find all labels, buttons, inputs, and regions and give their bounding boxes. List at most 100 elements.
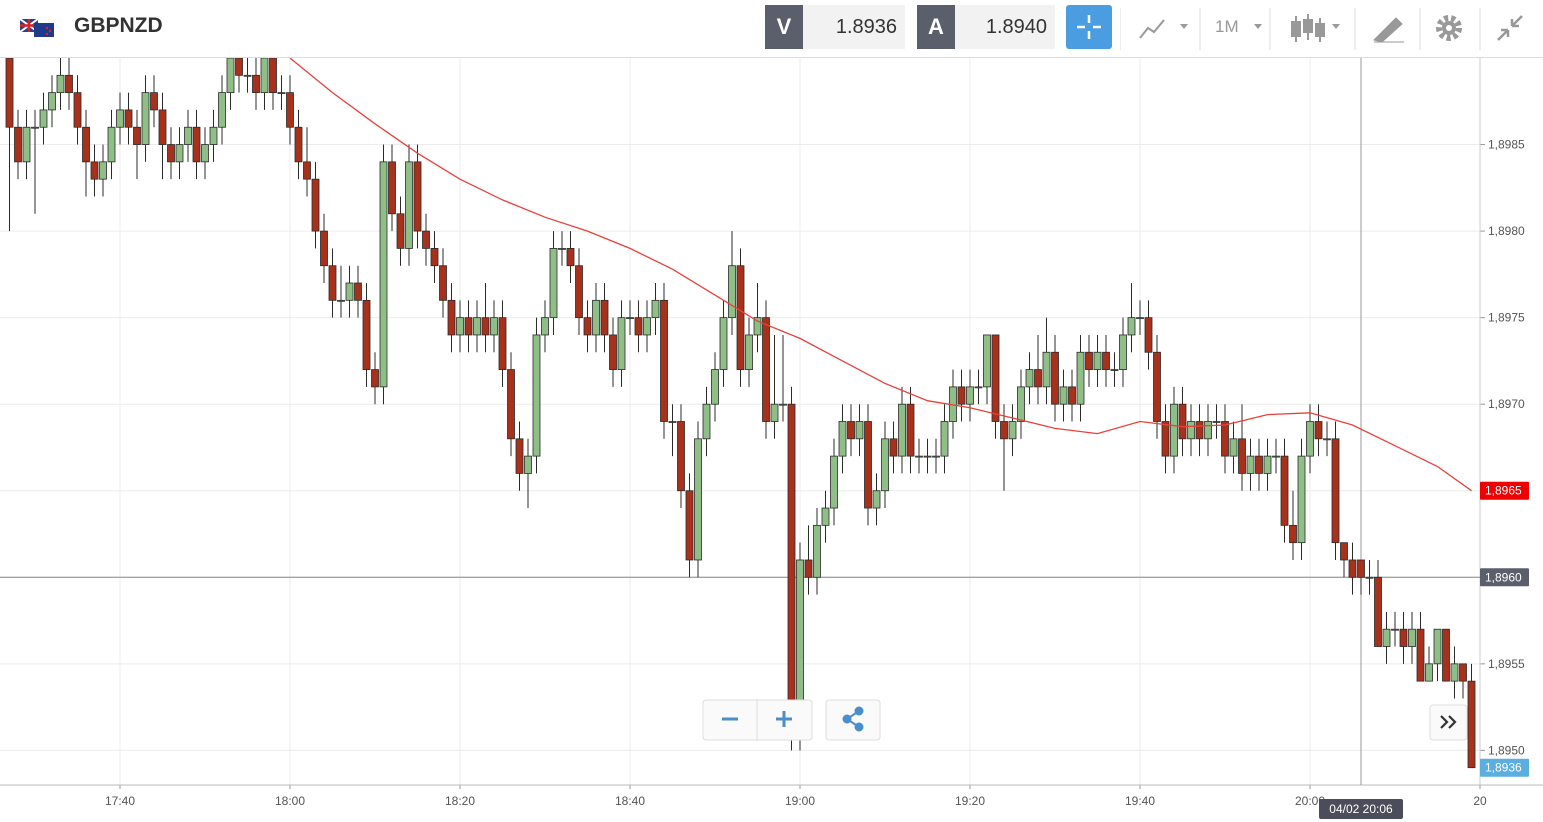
sell-price[interactable]: 1.8936 <box>803 5 905 49</box>
candle-body <box>906 403 915 457</box>
candle-body <box>507 369 515 440</box>
collapse-icon[interactable] <box>1497 15 1523 41</box>
candle-body <box>22 126 31 163</box>
candle-body <box>124 109 133 128</box>
candle-icon[interactable] <box>1291 14 1340 42</box>
candle-body <box>362 299 371 370</box>
candle-body <box>923 455 932 458</box>
candle-body <box>1391 628 1399 631</box>
x-tick-label: 18:00 <box>275 794 305 808</box>
candle-body <box>1382 628 1391 647</box>
candle-body <box>1085 351 1093 370</box>
candle-body <box>1110 369 1119 371</box>
candle-body <box>575 265 583 319</box>
buy-label[interactable]: A <box>917 5 955 49</box>
candle-body <box>1034 369 1042 388</box>
x-tick-label: 18:20 <box>445 794 475 808</box>
candle-body <box>294 126 303 163</box>
candle-body <box>872 490 881 509</box>
candle-body <box>201 144 209 163</box>
candle-body <box>813 524 821 578</box>
crosshair-button[interactable] <box>1066 5 1112 49</box>
candle-body <box>311 178 320 232</box>
scroll-end-button[interactable] <box>1429 704 1468 741</box>
candle-body <box>1442 628 1450 682</box>
y-tick-label: 1,8980 <box>1488 224 1525 238</box>
candle-body <box>728 265 736 319</box>
candle-body <box>498 317 507 370</box>
candle-body <box>1255 455 1263 474</box>
candle-body <box>175 144 184 163</box>
candle-body <box>1229 438 1238 457</box>
candle-body <box>1323 438 1331 441</box>
candle-body <box>235 58 243 76</box>
candle-body <box>736 265 745 370</box>
candle-body <box>932 455 940 458</box>
share-button[interactable] <box>842 706 864 732</box>
zoom-in[interactable] <box>776 711 792 727</box>
y-tick-label: 1,8975 <box>1488 311 1525 325</box>
x-tick-label: 19:20 <box>955 794 985 808</box>
candle-body <box>1136 317 1144 320</box>
candle-body <box>651 299 660 319</box>
candle-body <box>464 317 473 336</box>
candle-body <box>379 161 388 388</box>
candle-body <box>1195 421 1204 440</box>
candle-body <box>405 161 413 249</box>
y-tick-label: 1,8950 <box>1488 743 1525 757</box>
candle-body <box>532 334 541 457</box>
candle-body <box>558 248 566 250</box>
candle-body <box>1314 421 1323 440</box>
candle-body <box>269 58 277 94</box>
candle-body <box>668 421 677 423</box>
candle-body <box>626 317 634 320</box>
candle-body <box>481 317 490 336</box>
candle-body <box>1221 421 1229 457</box>
candle-body <box>328 265 337 301</box>
candle-body <box>677 421 685 492</box>
candle-body <box>966 386 974 405</box>
timeframe[interactable]: 1M <box>1215 17 1239 36</box>
candle-body <box>660 299 668 422</box>
candle-body <box>847 421 855 440</box>
draw-icon[interactable] <box>1373 17 1404 43</box>
candle-body <box>1076 351 1085 405</box>
candle-body <box>898 403 906 457</box>
candle-body <box>260 58 269 94</box>
crosshair-time-badge <box>1319 799 1403 819</box>
candle-body <box>549 248 558 319</box>
crosshair-badge-text: 1,8960 <box>1485 570 1522 584</box>
candle-body <box>286 92 294 128</box>
candle-body <box>447 299 456 336</box>
candle-body <box>821 507 830 526</box>
candle-body <box>82 126 90 163</box>
candles <box>5 58 1476 769</box>
price-badge-text: 1,8936 <box>1485 761 1522 775</box>
candle-body <box>218 92 226 128</box>
candle-body <box>1187 421 1195 440</box>
candle-body <box>702 403 711 440</box>
candle-body <box>5 58 14 128</box>
candle-body <box>1365 576 1374 579</box>
candle-body <box>1238 438 1246 474</box>
candle-body <box>1093 351 1102 370</box>
candle-body <box>1416 628 1425 682</box>
candle-body <box>1025 369 1034 388</box>
buy-price[interactable]: 1.8940 <box>955 5 1055 49</box>
timeframe-arrow[interactable] <box>1254 24 1262 29</box>
candle-body <box>116 109 124 128</box>
candle-body <box>889 438 898 457</box>
candle-body <box>396 213 405 249</box>
candle-body <box>770 403 779 422</box>
price-badge <box>1480 758 1529 777</box>
chart-type-icon[interactable] <box>1139 19 1188 39</box>
settings-icon[interactable] <box>1436 15 1462 41</box>
candle-body <box>694 438 702 561</box>
candle-body <box>1348 559 1357 578</box>
candle-body <box>1170 403 1178 457</box>
candle-body <box>711 369 719 405</box>
candle-body <box>158 109 167 145</box>
candle-body <box>940 421 949 457</box>
candle-body <box>1119 334 1127 370</box>
sell-label[interactable]: V <box>765 5 803 49</box>
